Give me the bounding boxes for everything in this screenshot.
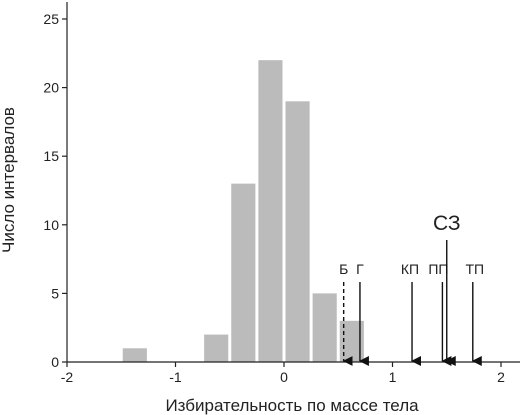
y-tick-label-10: 10 bbox=[43, 217, 59, 233]
marker-label-3: КП bbox=[401, 261, 419, 277]
marker-label-5: СЗ bbox=[433, 212, 461, 235]
marker-label-1: Б bbox=[339, 261, 348, 277]
bar-3 bbox=[231, 183, 256, 362]
y-tick-label-5: 5 bbox=[51, 285, 59, 301]
marker-label-4: ПП bbox=[428, 261, 448, 277]
marker-label-6: ТП bbox=[465, 261, 484, 277]
bar-1 bbox=[122, 348, 147, 362]
x-tick-label-3: 1 bbox=[389, 369, 397, 385]
axes-layer: 0 5 10 15 20 25 -2 -1 0 1 2 bbox=[43, 2, 520, 385]
x-tick-label-0: -2 bbox=[61, 369, 74, 385]
x-tick-label-2: 0 bbox=[280, 369, 288, 385]
bar-4 bbox=[258, 60, 283, 362]
y-tick-label-25: 25 bbox=[43, 11, 59, 27]
y-tick-label-20: 20 bbox=[43, 80, 59, 96]
y-axis-title: Число интервалов bbox=[0, 107, 18, 253]
y-tick-label-15: 15 bbox=[43, 148, 59, 164]
bars-layer bbox=[122, 60, 364, 362]
x-tick-label-1: -1 bbox=[169, 369, 182, 385]
bar-5 bbox=[285, 101, 310, 362]
marker-label-2: Г bbox=[356, 261, 364, 277]
x-tick-label-4: 2 bbox=[497, 369, 505, 385]
y-tick-label-0: 0 bbox=[51, 354, 59, 370]
bar-2 bbox=[204, 334, 229, 362]
bar-6 bbox=[312, 293, 337, 362]
x-axis-title: Избирательность по массе тела bbox=[165, 396, 419, 415]
markers-layer: Б Г КП ПП СЗ ТП bbox=[339, 212, 484, 366]
